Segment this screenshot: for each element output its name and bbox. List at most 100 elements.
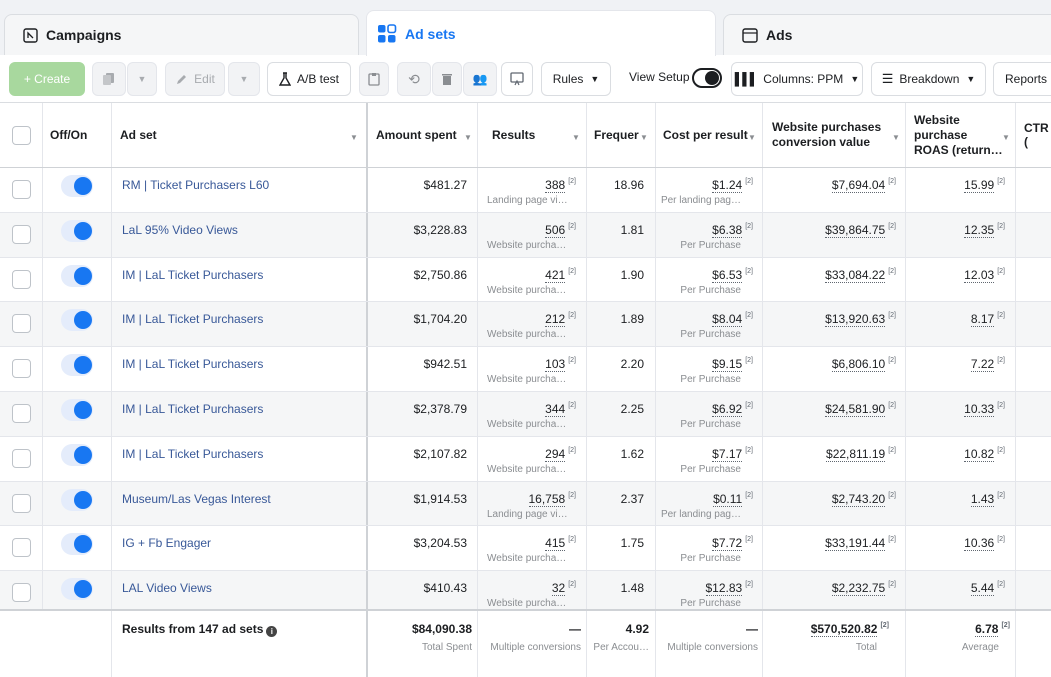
roas-number[interactable]: 7.22 [970, 357, 995, 373]
results-number[interactable]: 421 [545, 267, 566, 283]
sort-icon[interactable]: ▼ [892, 133, 900, 142]
row-checkbox[interactable] [12, 224, 31, 244]
cost-per-result-number[interactable]: $6.38 [712, 222, 743, 238]
table-row[interactable]: IM | LaL Ticket Purchasers $1,704.20 212 [2… [0, 302, 1051, 348]
header-ad-set[interactable]: Ad set [120, 128, 157, 142]
cost-per-result-number[interactable]: $0.11 [713, 491, 743, 507]
row-checkbox[interactable] [12, 404, 31, 423]
wpcv-number[interactable]: $39,864.75 [825, 222, 886, 238]
ad-set-name-link[interactable]: RM | Ticket Purchasers L60 [122, 178, 270, 192]
row-checkbox[interactable] [12, 269, 31, 289]
view-setup-toggle[interactable] [692, 68, 722, 88]
sort-icon[interactable]: ▼ [350, 133, 358, 142]
results-number[interactable]: 16,758 [528, 491, 566, 507]
header-off-on[interactable]: Off/On [50, 128, 88, 142]
columns-dropdown[interactable]: ▌▌▌ Columns: PPM ▼ [731, 62, 863, 96]
table-row[interactable]: LAL Video Views $410.43 32 [2] Website purch… [0, 571, 1051, 616]
header-cost-per-result[interactable]: Cost per result [663, 128, 748, 142]
table-row[interactable]: LaL 95% Video Views $3,228.83 506 [2] Websit… [0, 212, 1051, 258]
roas-number[interactable]: 10.36 [964, 536, 995, 552]
results-number[interactable]: 415 [545, 536, 566, 552]
rules-dropdown[interactable]: Rules ▼ [541, 62, 611, 96]
table-row[interactable]: RM | Ticket Purchasers L60 $481.27 388 [2] L… [0, 168, 1051, 213]
row-checkbox[interactable] [12, 314, 31, 334]
sort-icon[interactable]: ▼ [640, 133, 648, 142]
roas-number[interactable]: 8.17 [970, 312, 995, 328]
results-number[interactable]: 506 [545, 222, 566, 238]
ad-set-name-link[interactable]: IM | LaL Ticket Purchasers [122, 446, 264, 461]
ad-set-name-link[interactable]: IM | LaL Ticket Purchasers [122, 312, 264, 327]
tab-ad-sets[interactable]: Ad sets [366, 10, 716, 56]
wpcv-number[interactable]: $2,743.20 [831, 491, 886, 507]
ad-set-on-off-toggle[interactable] [61, 309, 93, 332]
results-number[interactable]: 212 [545, 312, 566, 328]
ad-set-name-link[interactable]: Museum/Las Vegas Interest [122, 491, 271, 506]
table-row[interactable]: Museum/Las Vegas Interest $1,914.53 16,758… [0, 481, 1051, 527]
sort-icon[interactable]: ▼ [748, 133, 756, 142]
sort-icon[interactable]: ▼ [1002, 133, 1010, 142]
ad-set-name-link[interactable]: IM | LaL Ticket Purchasers [122, 402, 264, 416]
wpcv-number[interactable]: $24,581.90 [825, 402, 886, 417]
wpcv-number[interactable]: $22,811.19 [826, 446, 886, 462]
wpcv-number[interactable]: $33,191.44 [825, 536, 886, 552]
cost-per-result-number[interactable]: $6.92 [712, 402, 743, 417]
header-website-purchases-conversion-value[interactable]: Website purchases conversion value [772, 103, 881, 167]
row-checkbox[interactable] [12, 448, 31, 468]
reports-dropdown[interactable]: Reports [993, 62, 1051, 96]
row-checkbox[interactable] [12, 359, 31, 379]
ad-set-on-off-toggle[interactable] [61, 533, 93, 556]
tab-ads[interactable]: Ads [723, 14, 1051, 55]
header-results[interactable]: Results [492, 128, 536, 142]
roas-number[interactable]: 10.33 [964, 402, 995, 417]
roas-number[interactable]: 15.99 [964, 178, 995, 193]
select-all-checkbox[interactable] [12, 126, 31, 145]
cost-per-result-number[interactable]: $6.53 [712, 267, 743, 283]
header-frequency[interactable]: Frequer [594, 128, 639, 142]
sort-icon[interactable]: ▼ [464, 133, 472, 142]
roas-number[interactable]: 12.35 [964, 222, 995, 238]
ad-set-on-off-toggle[interactable] [61, 578, 93, 601]
ad-set-name-link[interactable]: LAL Video Views [122, 581, 212, 596]
results-number[interactable]: 103 [545, 357, 566, 373]
edit-dropdown-button[interactable]: ▼ [228, 62, 260, 96]
ad-set-on-off-toggle[interactable] [61, 264, 93, 287]
ab-test-button[interactable]: A/B test [267, 62, 351, 96]
ad-set-on-off-toggle[interactable] [61, 399, 93, 421]
sort-icon[interactable]: ▼ [572, 133, 580, 142]
ad-set-on-off-toggle[interactable] [61, 219, 93, 242]
roas-number[interactable]: 12.03 [964, 267, 995, 283]
cost-per-result-number[interactable]: $1.24 [712, 178, 743, 193]
people-button[interactable]: 👥 [463, 62, 497, 96]
ad-set-name-link[interactable]: LaL 95% Video Views [122, 222, 238, 237]
table-row[interactable]: IM | LaL Ticket Purchasers $942.51 103 [2] W… [0, 347, 1051, 392]
wpcv-number[interactable]: $6,806.10 [831, 357, 886, 373]
row-checkbox[interactable] [12, 493, 31, 513]
tab-campaigns[interactable]: Campaigns [4, 14, 359, 55]
row-checkbox[interactable] [12, 583, 31, 603]
ad-set-name-link[interactable]: IM | LaL Ticket Purchasers [122, 267, 264, 282]
table-row[interactable]: IM | LaL Ticket Purchasers $2,107.82 294 [2… [0, 436, 1051, 482]
cost-per-result-number[interactable]: $7.72 [712, 536, 743, 552]
delete-button[interactable] [432, 62, 462, 96]
edit-button[interactable]: Edit [165, 62, 225, 96]
info-icon[interactable]: i [266, 626, 278, 637]
wpcv-number[interactable]: $33,084.22 [825, 267, 886, 283]
roas-number[interactable]: 10.82 [964, 446, 995, 462]
ad-set-name-link[interactable]: IM | LaL Ticket Purchasers [122, 357, 264, 372]
cost-per-result-number[interactable]: $7.17 [712, 446, 743, 462]
table-row[interactable]: IM | LaL Ticket Purchasers $2,378.79 344 [2… [0, 392, 1051, 437]
duplicate-button[interactable] [92, 62, 126, 96]
breakdown-dropdown[interactable]: ☰ Breakdown ▼ [871, 62, 986, 96]
row-checkbox[interactable] [12, 538, 31, 558]
clipboard-button[interactable] [359, 62, 389, 96]
header-website-purchase-roas[interactable]: Website purchase ROAS (return… [914, 103, 1003, 167]
cost-per-result-number[interactable]: $9.15 [712, 357, 743, 373]
duplicate-dropdown-button[interactable]: ▼ [127, 62, 157, 96]
table-row[interactable]: IG + Fb Engager $3,204.53 415 [2] Website pu… [0, 526, 1051, 572]
create-button[interactable]: + Create [9, 62, 85, 96]
results-number[interactable]: 388 [545, 178, 566, 193]
ad-set-on-off-toggle[interactable] [61, 354, 93, 377]
table-row[interactable]: IM | LaL Ticket Purchasers $2,750.86 421 [2… [0, 257, 1051, 303]
ad-set-on-off-toggle[interactable] [61, 175, 93, 197]
cost-per-result-number[interactable]: $12.83 [705, 581, 743, 597]
